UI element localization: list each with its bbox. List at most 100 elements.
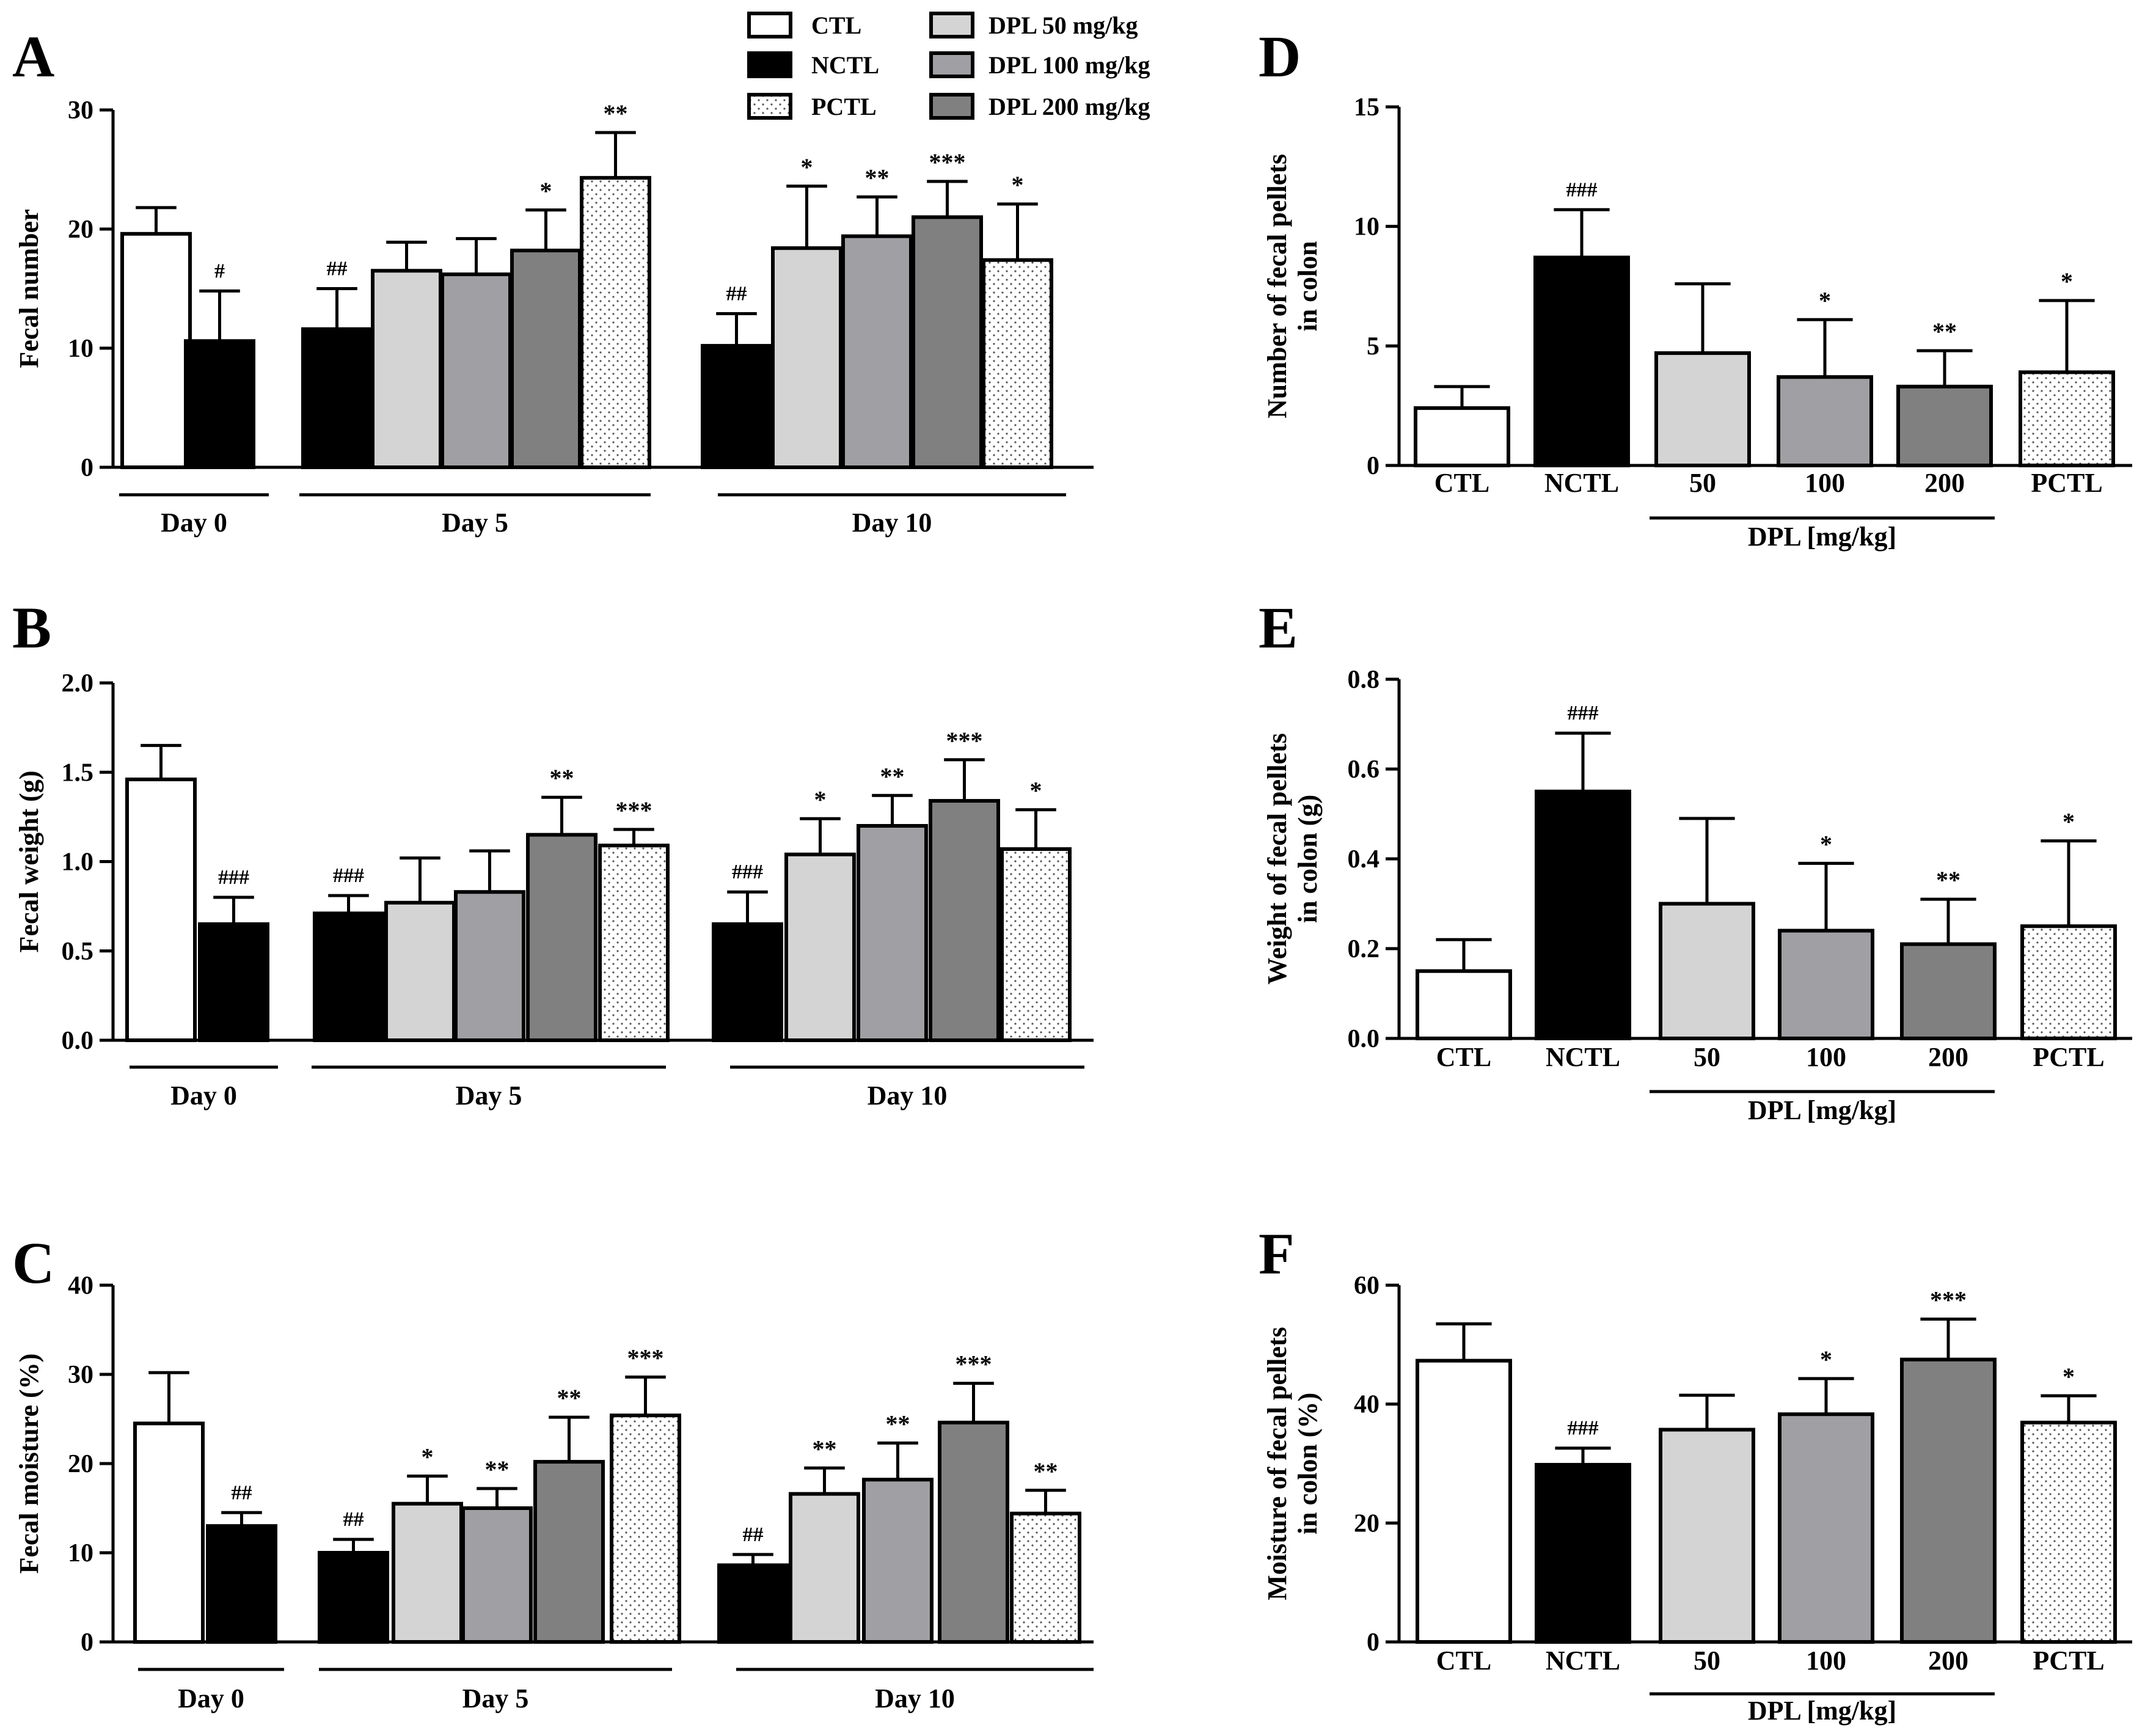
bar-dpl50 [784,852,856,1043]
group-label: Day 5 [462,1683,529,1713]
bar-nctl [1535,1462,1631,1644]
x-tick-label: PCTL [2033,1646,2104,1676]
y-tick-label: 20 [1354,1509,1379,1537]
legend-swatch-dpl50 [929,12,974,38]
significance-label: ** [880,762,905,790]
panel-e: E 0.0 0.2 0.4 0.6 0.8 Weight of fecal pellets i… [1259,595,2132,1125]
x-tick-label: 50 [1689,468,1716,498]
legend-label-dpl100: DPL 100 mg/kg [988,51,1150,79]
bar-ctl [1414,406,1510,468]
panel-d: D 0 5 10 15 Number of fecal pellets in colon CT… [1259,24,2132,552]
legend-label-ctl: CTL [811,12,861,39]
x-tick-label: CTL [1436,1042,1491,1072]
significance-label: *** [627,1344,664,1371]
y-tick-label: 1.5 [62,759,94,787]
y-axis-label: Number of fecal pellets [1262,154,1292,418]
bar-dpl50 [789,1492,860,1644]
bar-dpl100 [1778,928,1874,1040]
group-label: Day 10 [868,1081,948,1111]
bar-nctl [717,1563,789,1644]
significance-label: * [2061,268,2073,295]
y-tick-label: 0 [81,1628,93,1657]
legend-label-dpl200: DPL 200 mg/kg [988,93,1150,120]
bar-ctl [125,777,197,1042]
y-tick-label: 20 [68,216,93,244]
y-tick-label: 5 [1367,332,1379,360]
bar-dpl200 [1900,1357,1997,1644]
legend-label-nctl: NCTL [811,51,879,79]
panel-letter: B [12,595,51,660]
significance-label: ** [557,1384,582,1412]
y-tick-label: 10 [68,1539,93,1567]
panel-b: B 0.0 0.5 1.0 1.5 2.0 Fecal weight (g) ### Day 0… [12,595,1094,1111]
bar-dpl50 [371,269,442,469]
legend-label-dpl50: DPL 50 mg/kg [988,12,1138,39]
significance-label: ### [333,864,364,887]
bar-dpl50 [1659,1428,1755,1644]
x-tick-label: PCTL [2031,468,2102,498]
bar-dpl200 [533,1460,605,1644]
significance-label: * [1820,1346,1832,1373]
significance-label: * [422,1443,434,1470]
significance-label: # [214,260,225,282]
x-tick-label: 100 [1806,1042,1846,1072]
significance-label: * [1820,830,1832,858]
group-label: Day 5 [456,1081,522,1111]
significance-label: * [801,153,813,181]
x-tick-label: NCTL [1544,468,1619,498]
y-tick-label: 0.0 [62,1027,94,1055]
panel-letter: C [12,1230,54,1296]
bar-dpl50 [1659,902,1755,1040]
x-group-label: DPL [mg/kg] [1748,1696,1896,1726]
significance-label: ### [1566,178,1598,201]
significance-label: ## [726,282,747,305]
bar-dpl200 [938,1420,1009,1644]
significance-label: ### [1568,702,1599,724]
y-tick-label: 40 [1354,1391,1379,1419]
bar-ctl [133,1421,205,1644]
bar-dpl50 [1654,351,1751,467]
panel-letter: A [12,24,54,89]
y-tick-label: 60 [1354,1272,1379,1300]
y-tick-label: 0.8 [1348,666,1380,694]
significance-label: * [2063,808,2075,836]
significance-label: *** [946,727,983,754]
x-tick-label: CTL [1434,468,1489,498]
significance-label: * [2063,1363,2075,1390]
bar-pctl [610,1413,681,1644]
bar-nctl [184,339,255,469]
group-label: Day 0 [170,1081,237,1111]
y-tick-label: 1.0 [62,848,94,877]
significance-label: *** [929,148,966,176]
significance-label: ** [1034,1457,1058,1485]
x-tick-label: 200 [1928,1646,1968,1676]
x-tick-label: CTL [1436,1646,1491,1676]
bar-dpl200 [929,799,1000,1043]
legend-swatch-ctl [747,12,792,38]
bar-dpl200 [1900,942,1997,1041]
legend: CTL NCTL PCTL DPL 50 mg/kg DPL 100 mg/kg… [747,12,1150,120]
significance-label: ** [604,100,628,127]
significance-label: ## [232,1481,252,1504]
y-axis-label: Moisture of fecal pellets [1262,1327,1292,1600]
bar-pctl [580,176,651,469]
y-tick-label: 30 [68,1361,93,1389]
bar-nctl [712,922,783,1042]
bar-nctl [1535,789,1631,1040]
x-tick-label: NCTL [1546,1646,1620,1676]
bar-dpl100 [862,1478,934,1644]
significance-label: ** [1932,318,1957,345]
x-tick-label: PCTL [2033,1042,2104,1072]
bar-pctl [598,844,670,1043]
bar-dpl50 [392,1501,463,1644]
significance-label: ** [1936,866,1960,894]
y-axis-label: Fecal moisture (%) [14,1354,44,1574]
legend-label-pctl: PCTL [811,93,877,120]
significance-label: * [814,786,827,813]
legend-swatch-nctl [747,51,792,78]
x-tick-label: 200 [1924,468,1965,498]
group-label: Day 10 [852,508,932,538]
group-label: Day 0 [161,508,227,538]
bar-pctl [1010,1511,1081,1644]
